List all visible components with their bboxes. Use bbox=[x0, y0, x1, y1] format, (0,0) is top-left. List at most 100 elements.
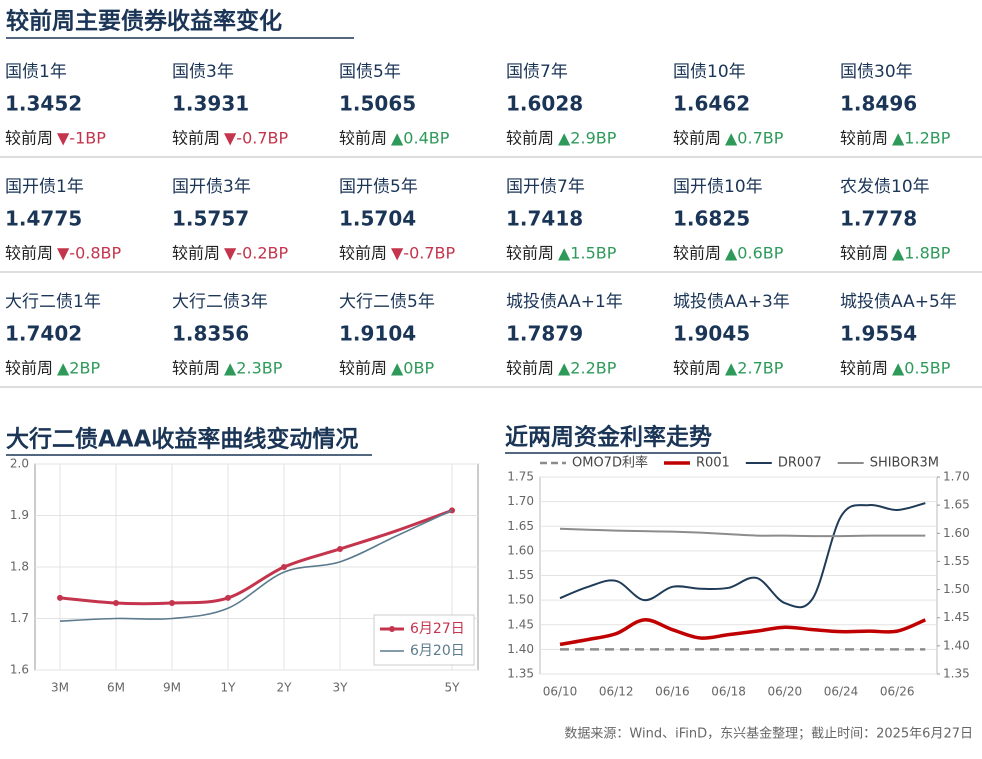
series-line bbox=[59, 509, 453, 622]
x-tick-label: 6M bbox=[107, 681, 125, 695]
series-line bbox=[559, 618, 926, 647]
series-line bbox=[559, 502, 926, 609]
bond-yield: 1.8356 bbox=[172, 322, 249, 346]
bond-name: 国债3年 bbox=[172, 62, 234, 82]
legend-label: 6月20日 bbox=[410, 643, 465, 659]
bond-name: 国债5年 bbox=[339, 62, 401, 82]
series-line bbox=[59, 508, 453, 606]
y-tick-label: 1.50 bbox=[507, 593, 534, 607]
y2-tick-label: 1.45 bbox=[943, 610, 970, 624]
bond-name: 大行二债5年 bbox=[339, 292, 435, 312]
x-tick-label: 06/12 bbox=[599, 685, 634, 699]
bond-yield: 1.4775 bbox=[5, 207, 82, 231]
bond-name: 城投债AA+1年 bbox=[506, 292, 623, 312]
bond-change: ▼-0.2BP bbox=[224, 244, 289, 263]
change-label: 较前周 bbox=[172, 359, 220, 378]
bond-name: 国债10年 bbox=[673, 62, 746, 82]
bond-change: ▼-0.7BP bbox=[224, 129, 289, 148]
bond-name: 国开债7年 bbox=[506, 177, 585, 197]
chart-title: 大行二债AAA收益率曲线变动情况 bbox=[6, 426, 358, 453]
page-title: 较前周主要债券收益率变化 bbox=[6, 8, 282, 35]
footnote: 数据来源：Wind、iFinD，东兴基金整理；截止时间：2025年6月27日 bbox=[564, 726, 973, 742]
y2-tick-label: 1.50 bbox=[943, 582, 970, 596]
point-marker bbox=[225, 594, 231, 601]
point-marker bbox=[169, 600, 175, 607]
change-label: 较前周 bbox=[506, 244, 554, 263]
bond-change: ▲2.7BP bbox=[725, 359, 784, 378]
chart-title: 近两周资金利率走势 bbox=[505, 424, 712, 451]
legend-marker bbox=[389, 626, 395, 632]
bond-name: 国债30年 bbox=[840, 62, 913, 82]
bond-yield: 1.6462 bbox=[673, 92, 750, 116]
change-label: 较前周 bbox=[840, 129, 888, 148]
change-label: 较前周 bbox=[172, 244, 220, 263]
x-tick-label: 06/10 bbox=[543, 685, 578, 699]
change-label: 较前周 bbox=[840, 244, 888, 263]
x-tick-label: 06/24 bbox=[824, 685, 859, 699]
y2-tick-label: 1.55 bbox=[943, 554, 970, 568]
bond-name: 国开债10年 bbox=[673, 177, 763, 197]
legend-box bbox=[373, 614, 475, 666]
bond-yield: 1.7879 bbox=[506, 322, 583, 346]
y-tick-label: 1.40 bbox=[507, 642, 534, 656]
bond-name: 城投债AA+3年 bbox=[673, 292, 790, 312]
bond-yield: 1.9104 bbox=[339, 322, 416, 346]
point-marker bbox=[337, 545, 343, 552]
legend-label: SHIBOR3M bbox=[870, 456, 939, 471]
y2-tick-label: 1.65 bbox=[943, 498, 970, 512]
x-tick-label: 1Y bbox=[221, 681, 237, 695]
change-label: 较前周 bbox=[840, 359, 888, 378]
bond-change: ▼-1BP bbox=[57, 129, 106, 148]
x-tick-label: 3Y bbox=[333, 681, 349, 695]
legend-label: OMO7D利率 bbox=[572, 455, 648, 471]
bond-change: ▼-0.8BP bbox=[57, 244, 122, 263]
y-tick-label: 1.75 bbox=[507, 470, 534, 484]
x-tick-label: 3M bbox=[51, 681, 69, 695]
bond-name: 国债1年 bbox=[5, 62, 67, 82]
point-marker bbox=[113, 600, 119, 607]
bond-change: ▲0BP bbox=[391, 359, 434, 378]
x-tick-label: 5Y bbox=[445, 681, 461, 695]
change-label: 较前周 bbox=[673, 359, 721, 378]
legend-label: R001 bbox=[696, 456, 730, 471]
bond-name: 国开债5年 bbox=[339, 177, 418, 197]
change-label: 较前周 bbox=[506, 129, 554, 148]
bond-change: ▲0.4BP bbox=[391, 129, 450, 148]
y2-tick-label: 1.60 bbox=[943, 526, 970, 540]
change-label: 较前周 bbox=[339, 244, 387, 263]
bond-change: ▲0.7BP bbox=[725, 129, 784, 148]
bond-name: 大行二债3年 bbox=[172, 292, 268, 312]
bond-change: ▲1.8BP bbox=[892, 244, 951, 263]
bond-yield: 1.5757 bbox=[172, 207, 249, 231]
legend-label: 6月27日 bbox=[410, 621, 465, 637]
legend-label: DR007 bbox=[778, 456, 822, 471]
y-tick-label: 1.6 bbox=[10, 663, 29, 677]
change-label: 较前周 bbox=[673, 244, 721, 263]
series-line bbox=[559, 527, 926, 538]
change-label: 较前周 bbox=[5, 129, 53, 148]
y-tick-label: 1.70 bbox=[507, 494, 534, 508]
bond-yield: 1.7402 bbox=[5, 322, 82, 346]
bond-change: ▲2.9BP bbox=[558, 129, 617, 148]
x-tick-label: 2Y bbox=[277, 681, 293, 695]
bond-change: ▲2.2BP bbox=[558, 359, 617, 378]
point-marker bbox=[57, 594, 63, 601]
bond-change: ▲0.6BP bbox=[725, 244, 784, 263]
bond-yield: 1.8496 bbox=[840, 92, 917, 116]
y-tick-label: 1.45 bbox=[507, 617, 534, 631]
bond-yield: 1.7418 bbox=[506, 207, 583, 231]
y-tick-label: 1.35 bbox=[507, 667, 534, 681]
y-tick-label: 1.65 bbox=[507, 519, 534, 533]
bond-name: 国开债3年 bbox=[172, 177, 251, 197]
x-tick-label: 06/20 bbox=[768, 685, 803, 699]
bond-change: ▼-0.7BP bbox=[391, 244, 456, 263]
bond-change: ▲0.5BP bbox=[892, 359, 951, 378]
x-tick-label: 9M bbox=[163, 681, 181, 695]
point-marker bbox=[281, 564, 287, 570]
y-tick-label: 1.55 bbox=[507, 568, 534, 582]
change-label: 较前周 bbox=[5, 244, 53, 263]
bond-yield: 1.5704 bbox=[339, 207, 416, 231]
x-tick-label: 06/26 bbox=[880, 685, 915, 699]
y-tick-label: 1.9 bbox=[10, 508, 29, 522]
y-tick-label: 1.60 bbox=[507, 543, 534, 557]
